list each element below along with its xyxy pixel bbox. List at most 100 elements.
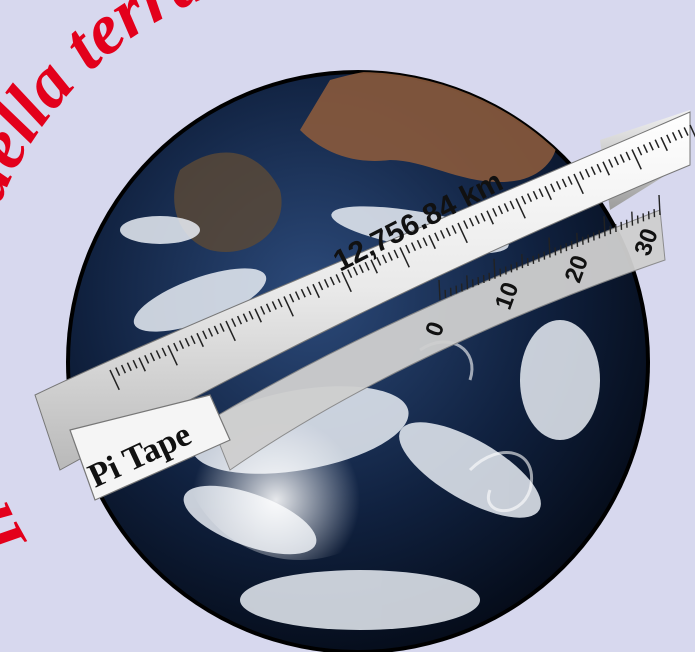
tape-tick <box>573 173 584 195</box>
tape-tick <box>532 190 538 200</box>
tape-tick <box>422 237 428 247</box>
tape-tick <box>149 352 156 362</box>
tape-tick <box>370 259 378 274</box>
tape-tick <box>393 249 399 259</box>
tape-tick <box>318 281 324 291</box>
tape-tick <box>138 357 146 372</box>
tape-tick <box>567 176 573 185</box>
tape-tick <box>671 132 678 141</box>
tape-tick <box>561 178 567 188</box>
tape-tick <box>637 146 643 156</box>
tape-tick <box>155 350 161 359</box>
tape-tick <box>283 296 294 317</box>
tape-tick <box>602 161 610 176</box>
tape-tick <box>178 340 185 350</box>
tape-tick <box>387 252 393 261</box>
tape-tick <box>329 276 335 286</box>
tape-tick <box>358 264 364 274</box>
vernier-tick <box>658 194 661 216</box>
tape-tick <box>619 154 625 163</box>
tape-tick <box>277 298 283 308</box>
tape-tick <box>219 323 225 332</box>
vernier-tick <box>603 216 606 237</box>
tape-tick <box>480 212 486 222</box>
tape-tick <box>120 364 127 374</box>
tape-tick <box>352 266 359 276</box>
tape-tick <box>486 210 494 225</box>
tape-tick <box>265 303 272 313</box>
vernier-tick <box>466 275 469 290</box>
vernier-tick <box>576 232 579 247</box>
tape-tick <box>416 239 422 249</box>
tape-tick <box>492 207 498 217</box>
tape-tick <box>457 222 468 244</box>
tape-tick <box>231 318 237 327</box>
tape-tick <box>225 320 236 342</box>
tape-tick <box>381 254 388 264</box>
tape-tick <box>184 337 190 347</box>
tape-tick <box>538 188 544 198</box>
vernier-tick <box>438 279 441 301</box>
tape-tick <box>666 134 672 144</box>
tape-tick <box>596 163 602 173</box>
tape-tick <box>115 367 121 376</box>
tape-tick <box>584 168 591 178</box>
tape-tick <box>608 158 614 168</box>
tape-tick <box>590 166 596 176</box>
tape-tick <box>451 225 457 234</box>
tape-tick <box>207 328 214 337</box>
tape-tick <box>289 293 295 303</box>
tape-tick <box>144 354 150 364</box>
tape-tick <box>306 286 312 296</box>
tape-tick <box>526 193 533 203</box>
tape-tick <box>202 330 208 340</box>
tape-tick <box>550 183 556 193</box>
tape-tick <box>271 301 277 310</box>
tape-tick <box>236 315 243 325</box>
tape-tick <box>434 232 440 242</box>
tape-tick <box>294 291 301 301</box>
tape-tick <box>642 144 649 154</box>
tape-tick <box>126 362 132 372</box>
tape-tick <box>335 274 341 283</box>
tape-tick <box>376 256 382 266</box>
tape-tick <box>109 369 120 391</box>
tape-tick <box>689 124 695 138</box>
tape-tick <box>242 313 248 323</box>
tape-tick <box>341 271 352 293</box>
tape-tick <box>468 217 475 227</box>
tape-tick <box>213 325 219 335</box>
tape-tick <box>648 141 654 151</box>
tape-tick <box>364 261 370 271</box>
tape-tick <box>544 185 552 201</box>
tape-tick <box>579 171 585 180</box>
tape-tick <box>625 151 631 161</box>
tape-tick <box>474 215 480 225</box>
tape-tick <box>439 230 446 239</box>
tape-tick <box>300 288 306 298</box>
tape-tick <box>132 359 138 369</box>
tape-tick <box>521 195 527 205</box>
vernier-tick <box>493 258 496 279</box>
tape-tick <box>167 345 178 366</box>
tape-tick <box>515 198 526 219</box>
tape-tick <box>503 203 509 212</box>
vernier-tick <box>521 254 524 269</box>
vernier-tick <box>548 237 551 258</box>
tape-tick <box>497 205 504 215</box>
tape-tick <box>463 220 469 229</box>
tape-tick <box>677 129 683 139</box>
tape-tick <box>190 335 196 345</box>
tape-tick <box>399 247 410 268</box>
tape-tick <box>654 139 660 149</box>
tape-tick <box>405 244 411 254</box>
tape-tick <box>509 200 515 210</box>
tape-tick <box>683 127 689 136</box>
tape-tick <box>347 269 353 278</box>
tape-ticks <box>109 124 695 391</box>
tape-tick <box>312 283 320 299</box>
tape-tick <box>410 242 417 252</box>
tape-tick <box>161 347 167 357</box>
